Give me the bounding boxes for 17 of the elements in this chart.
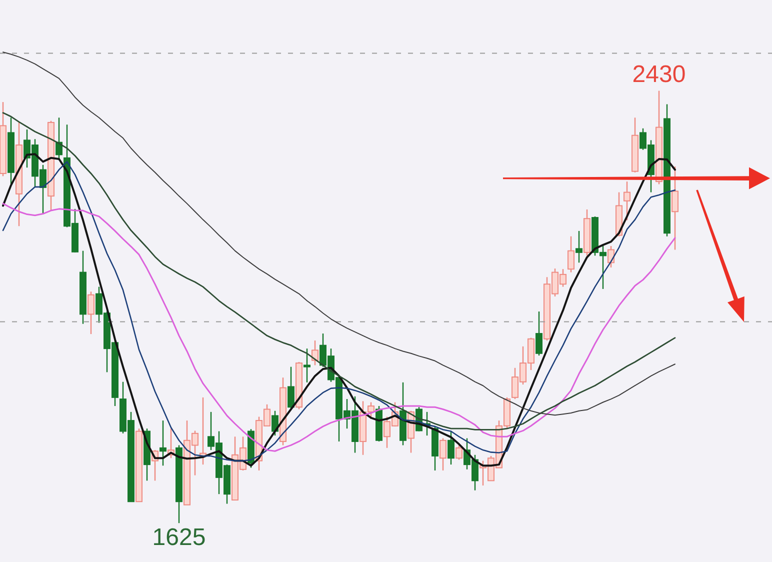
- candlestick: [272, 410, 278, 436]
- candlestick: [576, 230, 582, 264]
- candlestick: [672, 166, 678, 250]
- candlestick: [456, 444, 462, 460]
- annotation: 1625: [152, 524, 206, 552]
- annotation: 2430: [632, 60, 686, 88]
- candlestick: [568, 236, 574, 273]
- candlestick: [160, 420, 166, 466]
- candlestick: [88, 291, 94, 335]
- candlestick: [304, 348, 310, 383]
- candlestick: [312, 340, 318, 366]
- candlestick: [536, 310, 542, 356]
- candlestick: [448, 430, 454, 466]
- candlestick: [288, 366, 294, 410]
- candlestick: [440, 438, 446, 472]
- candlestick: [624, 180, 630, 221]
- candlestick: [608, 245, 614, 268]
